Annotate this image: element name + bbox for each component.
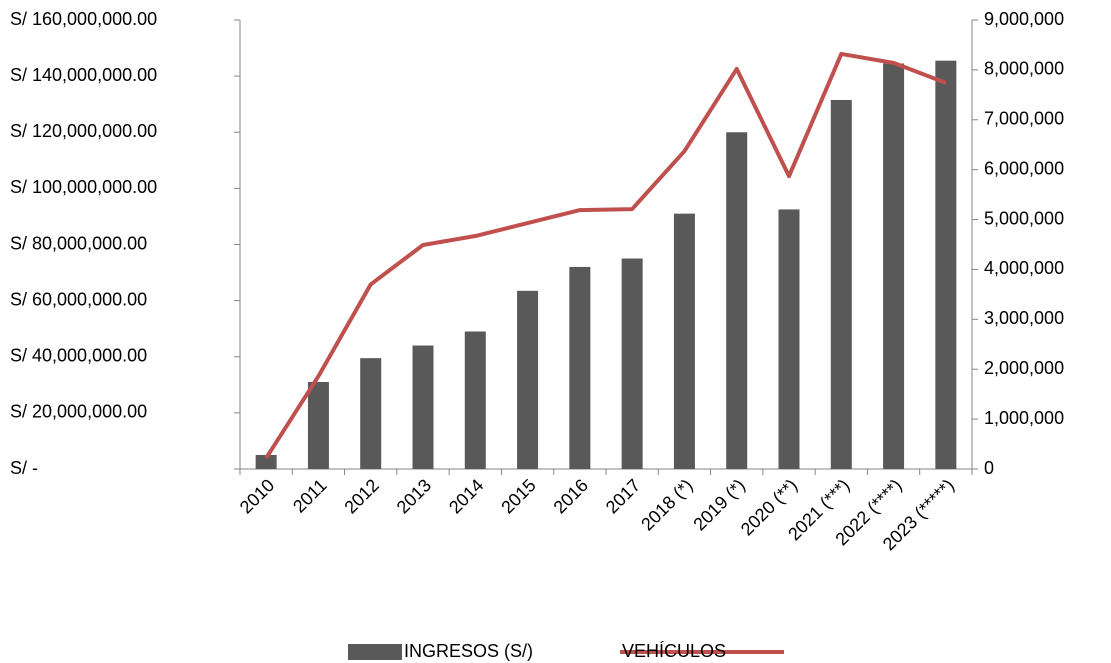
x-tick-label: 2013 xyxy=(393,475,435,517)
bar xyxy=(255,454,277,469)
bar xyxy=(673,213,695,469)
y2-tick-label: 6,000,000 xyxy=(984,158,1064,178)
bar xyxy=(307,382,329,469)
bar xyxy=(517,290,539,469)
bar xyxy=(830,99,852,470)
bar xyxy=(360,358,382,469)
y-tick-label: S/ 160,000,000.00 xyxy=(10,9,157,29)
y2-tick-label: 7,000,000 xyxy=(984,109,1064,129)
y-tick-label: S/ 20,000,000.00 xyxy=(10,402,147,422)
x-tick-label: 2017 xyxy=(602,475,644,517)
y2-tick-label: 5,000,000 xyxy=(984,208,1064,228)
bar xyxy=(569,266,591,469)
y-tick-label: S/ 100,000,000.00 xyxy=(10,177,157,197)
x-tick-label: 2016 xyxy=(550,475,592,517)
bar xyxy=(726,132,748,469)
y-tick-label: S/ - xyxy=(10,458,38,478)
bar xyxy=(464,331,486,469)
y-tick-label: S/ 60,000,000.00 xyxy=(10,289,147,309)
x-tick-label: 2012 xyxy=(340,475,382,517)
legend-label: VEHÍCULOS xyxy=(622,641,726,661)
y2-tick-label: 1,000,000 xyxy=(984,408,1064,428)
legend-label: INGRESOS (S/) xyxy=(404,641,533,661)
y-tick-label: S/ 80,000,000.00 xyxy=(10,233,147,253)
x-tick-label: 2014 xyxy=(445,475,487,517)
y-tick-label: S/ 140,000,000.00 xyxy=(10,65,157,85)
bar xyxy=(883,63,905,469)
y2-tick-label: 4,000,000 xyxy=(984,258,1064,278)
bar xyxy=(412,345,434,469)
y-tick-label: S/ 40,000,000.00 xyxy=(10,346,147,366)
line xyxy=(264,51,947,460)
y2-tick-label: 0 xyxy=(984,458,994,478)
x-tick-label: 2011 xyxy=(289,475,331,517)
y-tick-label: S/ 120,000,000.00 xyxy=(10,121,157,141)
y2-tick-label: 8,000,000 xyxy=(984,59,1064,79)
bar xyxy=(935,60,957,470)
y2-tick-label: 2,000,000 xyxy=(984,358,1064,378)
x-tick-label: 2018 (*) xyxy=(637,475,696,534)
y2-tick-label: 9,000,000 xyxy=(984,9,1064,29)
legend-swatch xyxy=(348,644,402,660)
bar xyxy=(778,209,800,469)
x-tick-label: 2010 xyxy=(236,475,278,517)
y2-tick-label: 3,000,000 xyxy=(984,308,1064,328)
x-tick-label: 2015 xyxy=(497,475,539,517)
bar xyxy=(621,258,643,469)
